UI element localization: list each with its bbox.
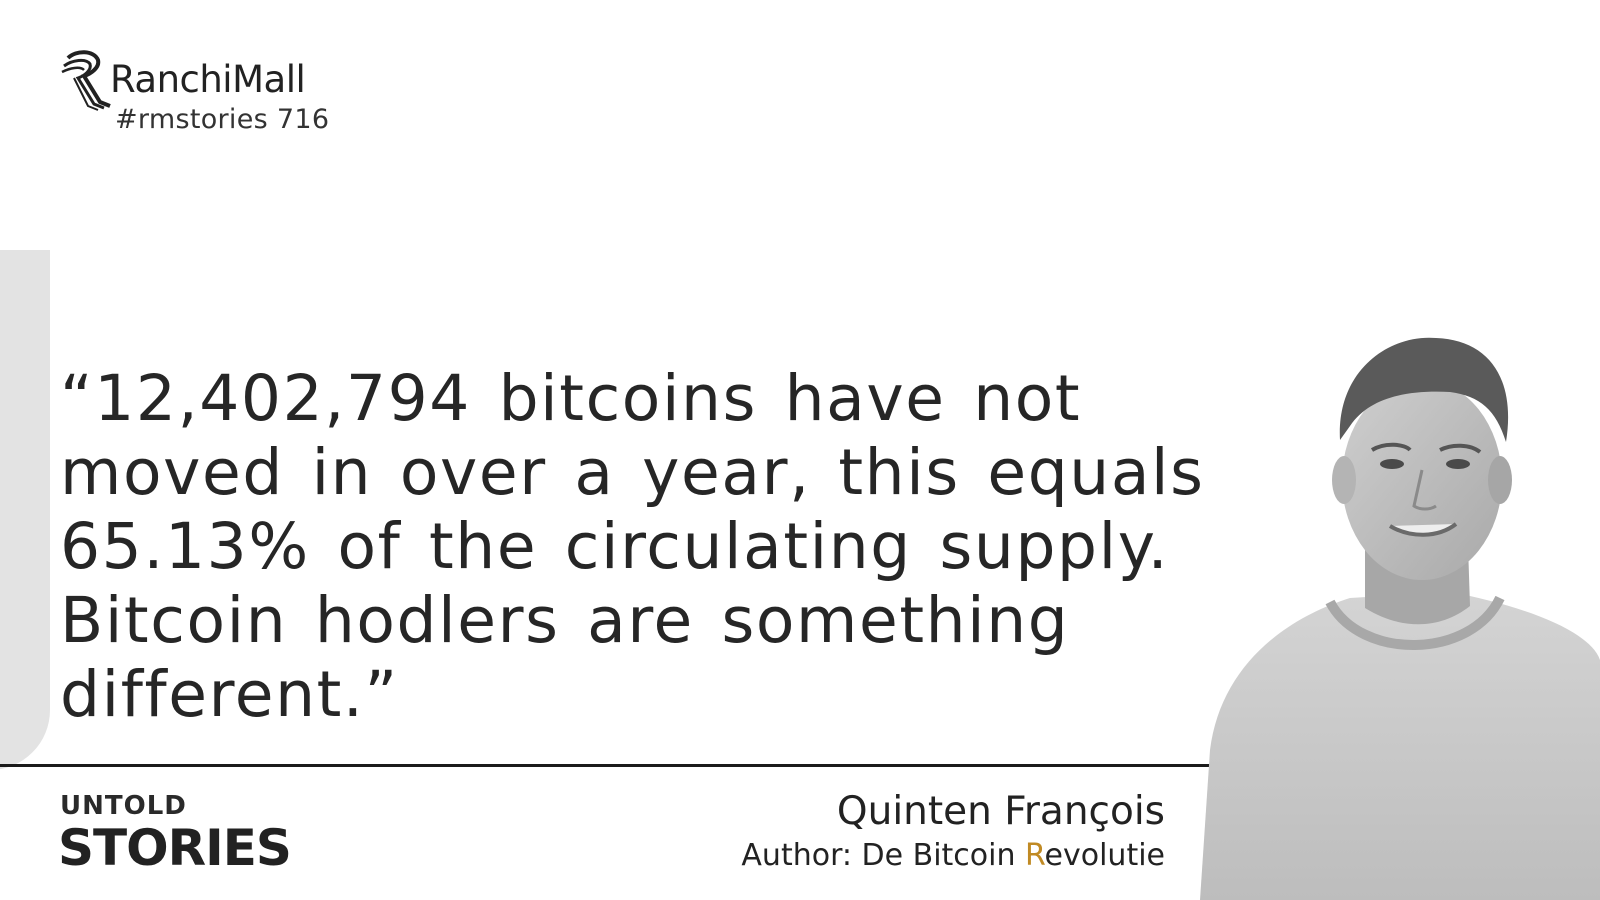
- author-block: Quinten François Author: De Bitcoin Revo…: [741, 788, 1165, 876]
- series-label-bottom: STORIES: [58, 819, 292, 877]
- brand-header: RanchiMall #rmstories 716: [60, 48, 360, 148]
- ranchimall-logo-icon: [61, 50, 111, 111]
- author-role-suffix: evolutie: [1044, 838, 1165, 873]
- decorative-side-panel: [0, 250, 50, 770]
- author-role-prefix: Author: De Bitcoin: [741, 838, 1026, 873]
- brand-name: RanchiMall: [110, 58, 306, 101]
- divider: [0, 764, 1218, 767]
- author-role: Author: De Bitcoin Revolutie: [741, 836, 1165, 876]
- story-hashtag: #rmstories 716: [115, 104, 330, 135]
- series-label-top: UNTOLD: [60, 791, 187, 821]
- quote-text: “12,402,794 bitcoins have not moved in o…: [60, 362, 1205, 731]
- author-name: Quinten François: [836, 789, 1165, 834]
- author-portrait: [1200, 337, 1600, 900]
- author-role-accent: R: [1025, 838, 1045, 873]
